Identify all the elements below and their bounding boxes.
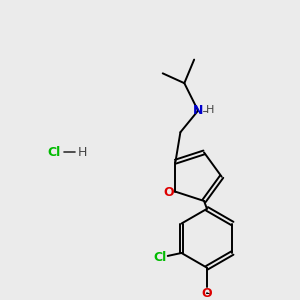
- Text: O: O: [202, 287, 212, 300]
- Text: Cl: Cl: [47, 146, 60, 159]
- Text: O: O: [163, 186, 174, 199]
- Text: H: H: [78, 146, 87, 159]
- Text: Cl: Cl: [153, 251, 167, 264]
- Text: N: N: [193, 104, 203, 117]
- Text: H: H: [206, 105, 214, 115]
